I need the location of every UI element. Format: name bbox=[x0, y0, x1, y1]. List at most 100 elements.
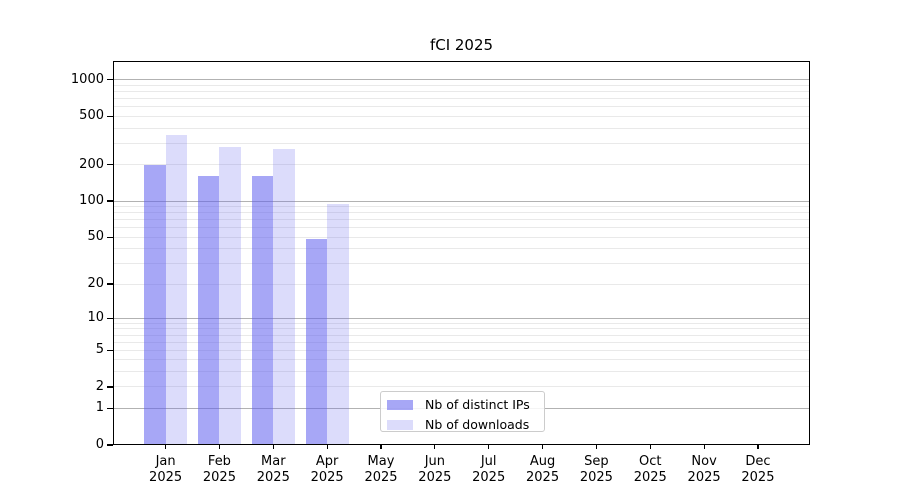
x-tick-month: Nov bbox=[691, 454, 717, 469]
minor-gridline bbox=[114, 341, 809, 343]
minor-gridline bbox=[114, 236, 809, 238]
legend-label-distinct-ips: Nb of distinct IPs bbox=[425, 397, 530, 412]
x-tick-label: May 2025 bbox=[353, 454, 409, 485]
minor-gridline bbox=[114, 164, 809, 166]
minor-gridline bbox=[114, 219, 809, 221]
y-tick-mark bbox=[107, 386, 113, 388]
x-tick-year: 2025 bbox=[310, 469, 344, 485]
x-tick-label: Jun 2025 bbox=[407, 454, 463, 485]
y-tick-mark bbox=[107, 79, 113, 81]
x-tick-month: Oct bbox=[639, 454, 662, 469]
bar-distinct-ips bbox=[197, 176, 220, 445]
minor-gridline bbox=[114, 142, 809, 144]
minor-gridline bbox=[114, 98, 809, 100]
legend-label-downloads: Nb of downloads bbox=[425, 417, 530, 432]
x-tick-label: Jul 2025 bbox=[461, 454, 517, 485]
y-tick-label: 50 bbox=[87, 229, 104, 245]
y-tick-label: 10 bbox=[87, 310, 104, 326]
x-tick-mark bbox=[649, 445, 651, 449]
y-tick-mark bbox=[107, 200, 113, 202]
x-tick-mark bbox=[218, 445, 221, 449]
x-tick-month: Mar bbox=[261, 454, 286, 469]
x-tick-year: 2025 bbox=[472, 469, 506, 485]
y-tick-label: 20 bbox=[87, 276, 104, 292]
x-tick-year: 2025 bbox=[256, 469, 290, 485]
x-tick-year: 2025 bbox=[526, 469, 560, 485]
x-tick-label: Apr 2025 bbox=[299, 454, 355, 485]
x-tick-mark bbox=[757, 445, 759, 449]
minor-gridline bbox=[114, 84, 809, 86]
x-tick-year: 2025 bbox=[633, 469, 667, 485]
x-tick-label: Nov 2025 bbox=[676, 454, 732, 485]
legend-row-distinct-ips: Nb of distinct IPs bbox=[387, 397, 544, 412]
x-tick-month: Jan bbox=[155, 454, 176, 469]
x-tick-year: 2025 bbox=[579, 469, 613, 485]
minor-gridline bbox=[114, 263, 809, 264]
y-tick-mark bbox=[107, 236, 113, 238]
x-tick-month: Jun bbox=[424, 454, 445, 469]
y-tick-label: 1000 bbox=[70, 71, 104, 87]
y-tick-label: 200 bbox=[79, 156, 104, 172]
y-tick-label: 5 bbox=[95, 342, 104, 358]
legend-swatch-distinct-ips-icon bbox=[387, 399, 413, 410]
minor-gridline bbox=[114, 386, 809, 388]
minor-gridline bbox=[114, 227, 809, 229]
x-tick-label: Aug 2025 bbox=[515, 454, 571, 485]
x-tick-year: 2025 bbox=[364, 469, 398, 485]
x-tick-month: Dec bbox=[745, 454, 771, 469]
minor-gridline bbox=[114, 115, 809, 117]
major-gridline bbox=[114, 200, 809, 202]
x-tick-label: Mar 2025 bbox=[245, 454, 301, 485]
minor-gridline bbox=[114, 127, 809, 129]
major-gridline bbox=[114, 79, 809, 81]
x-tick-label: Jan 2025 bbox=[138, 454, 194, 485]
bar-distinct-ips bbox=[305, 239, 328, 445]
x-tick-mark bbox=[595, 445, 597, 449]
y-tick-mark bbox=[107, 283, 113, 285]
y-tick-mark bbox=[107, 164, 113, 166]
y-tick-mark bbox=[107, 317, 113, 319]
x-tick-year: 2025 bbox=[202, 469, 236, 485]
y-tick-label: 100 bbox=[79, 193, 104, 209]
minor-gridline bbox=[114, 349, 809, 351]
y-tick-label: 2 bbox=[95, 378, 104, 394]
minor-gridline bbox=[114, 248, 809, 250]
legend-swatch-downloads-icon bbox=[387, 419, 413, 430]
x-tick-mark bbox=[165, 445, 167, 449]
x-tick-month: Sep bbox=[584, 454, 609, 469]
x-tick-year: 2025 bbox=[687, 469, 721, 485]
bar-downloads bbox=[165, 135, 188, 445]
minor-gridline bbox=[114, 334, 809, 336]
bar-downloads bbox=[273, 148, 295, 445]
x-tick-label: Dec 2025 bbox=[730, 454, 786, 485]
y-tick-label: 0 bbox=[95, 437, 104, 452]
x-tick-mark bbox=[434, 445, 436, 449]
minor-gridline bbox=[114, 359, 809, 361]
y-tick-label: 1 bbox=[95, 400, 104, 416]
y-tick-mark bbox=[107, 407, 113, 409]
chart-title: fCI 2025 bbox=[429, 36, 494, 54]
x-tick-mark bbox=[703, 445, 705, 449]
bar-downloads bbox=[219, 146, 241, 445]
minor-gridline bbox=[114, 91, 809, 93]
minor-gridline bbox=[114, 106, 809, 108]
x-tick-mark bbox=[272, 445, 274, 449]
y-tick-label: 500 bbox=[79, 108, 104, 124]
minor-gridline bbox=[114, 322, 809, 324]
bar-distinct-ips bbox=[251, 176, 274, 445]
legend-row-downloads: Nb of downloads bbox=[387, 417, 544, 432]
x-tick-mark bbox=[380, 445, 382, 449]
x-tick-month: Aug bbox=[529, 454, 556, 469]
x-tick-mark bbox=[488, 445, 490, 449]
x-tick-label: Sep 2025 bbox=[568, 454, 624, 485]
legend: Nb of distinct IPs Nb of downloads bbox=[380, 391, 545, 432]
x-tick-mark bbox=[541, 445, 544, 449]
x-tick-month: Jul bbox=[480, 454, 497, 469]
x-tick-year: 2025 bbox=[741, 469, 775, 485]
major-gridline bbox=[114, 317, 809, 319]
x-tick-month: May bbox=[367, 454, 395, 469]
x-tick-month: Apr bbox=[315, 454, 339, 469]
y-tick-mark bbox=[107, 115, 113, 118]
x-tick-year: 2025 bbox=[149, 469, 183, 485]
